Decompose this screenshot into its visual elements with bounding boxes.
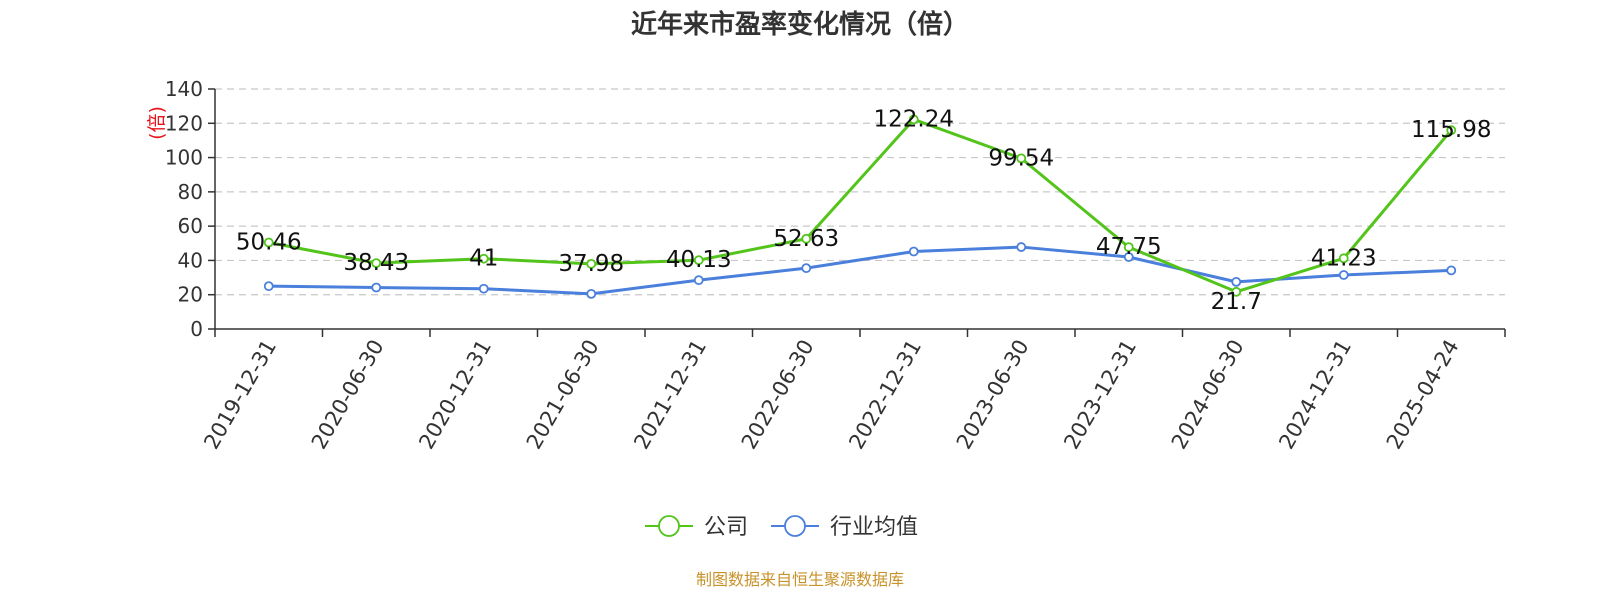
data-point-industry-average bbox=[1123, 252, 1134, 262]
x-tick-label: 2021-06-30 bbox=[522, 336, 604, 454]
data-label: 37.98 bbox=[558, 251, 624, 277]
y-tick-label: 120 bbox=[165, 111, 203, 135]
y-axis-unit-label: (倍) bbox=[146, 106, 168, 140]
series-line-industry-average bbox=[268, 245, 1452, 296]
legend-marker bbox=[784, 515, 806, 537]
data-point-industry-average bbox=[1231, 276, 1242, 287]
data-label: 47.75 bbox=[1096, 234, 1162, 260]
data-label: 115.98 bbox=[1411, 117, 1491, 143]
x-tick-label: 2020-12-31 bbox=[414, 336, 496, 454]
data-point-company bbox=[263, 237, 274, 248]
data-point-industry-average bbox=[371, 282, 382, 293]
data-point-company bbox=[801, 233, 812, 244]
data-label: 41.23 bbox=[1311, 245, 1377, 271]
y-tick-label: 20 bbox=[178, 283, 203, 307]
data-point-company bbox=[371, 258, 382, 269]
y-tick-label: 60 bbox=[178, 214, 203, 238]
data-point-industry-average bbox=[586, 288, 597, 299]
legend-marker bbox=[658, 515, 680, 537]
data-point-company bbox=[1123, 242, 1134, 253]
data-label: 40.13 bbox=[666, 247, 732, 273]
data-point-company bbox=[1446, 125, 1457, 136]
data-label: 38.43 bbox=[343, 250, 409, 276]
data-point-company bbox=[1016, 153, 1027, 164]
data-source-note: 制图数据来自恒生聚源数据库 bbox=[696, 570, 904, 589]
data-label: 50.46 bbox=[236, 229, 302, 255]
y-tick-label: 100 bbox=[165, 146, 203, 170]
legend-item-company: 公司 bbox=[645, 515, 748, 540]
x-tick-label: 2025-04-24 bbox=[1382, 336, 1464, 454]
y-tick-label: 140 bbox=[165, 77, 203, 101]
data-point-company bbox=[1231, 286, 1242, 297]
x-tick-label: 2022-12-31 bbox=[844, 336, 926, 454]
x-tick-label: 2022-06-30 bbox=[737, 336, 819, 454]
x-tick-label: 2023-06-30 bbox=[952, 336, 1034, 454]
data-point-industry-average bbox=[908, 246, 919, 257]
data-point-company bbox=[1338, 253, 1349, 264]
data-point-industry-average bbox=[1016, 242, 1027, 252]
data-label: 52.63 bbox=[773, 226, 839, 252]
data-point-company bbox=[908, 114, 919, 125]
x-tick-label: 2020-06-30 bbox=[307, 336, 389, 454]
y-tick-label: 40 bbox=[178, 248, 203, 272]
x-tick-label: 2023-12-31 bbox=[1059, 336, 1141, 454]
data-label: 41 bbox=[469, 246, 498, 272]
data-point-industry-average bbox=[1338, 270, 1349, 280]
legend-label: 公司 bbox=[704, 515, 748, 540]
x-tick-label: 2019-12-31 bbox=[199, 336, 281, 454]
data-point-industry-average bbox=[801, 263, 812, 274]
x-tick-label: 2024-12-31 bbox=[1274, 336, 1356, 454]
data-label: 99.54 bbox=[988, 145, 1054, 171]
series-line-company bbox=[268, 117, 1453, 294]
x-tick-label: 2024-06-30 bbox=[1167, 336, 1249, 454]
data-point-industry-average bbox=[263, 281, 274, 292]
data-point-company bbox=[586, 258, 597, 269]
y-tick-label: 0 bbox=[190, 317, 203, 341]
data-point-company bbox=[478, 253, 489, 264]
data-point-company bbox=[693, 255, 704, 266]
data-point-industry-average bbox=[693, 275, 704, 286]
data-point-industry-average bbox=[1446, 265, 1457, 276]
x-tick-label: 2021-12-31 bbox=[629, 336, 711, 454]
legend-label: 行业均值 bbox=[830, 515, 918, 540]
data-point-industry-average bbox=[478, 283, 489, 294]
y-tick-label: 80 bbox=[178, 180, 203, 204]
data-label: 21.7 bbox=[1211, 289, 1262, 315]
data-label: 122.24 bbox=[874, 106, 954, 132]
chart-title: 近年来市盈率变化情况（倍） bbox=[631, 9, 969, 40]
legend-item-industry-average: 行业均值 bbox=[771, 515, 918, 540]
